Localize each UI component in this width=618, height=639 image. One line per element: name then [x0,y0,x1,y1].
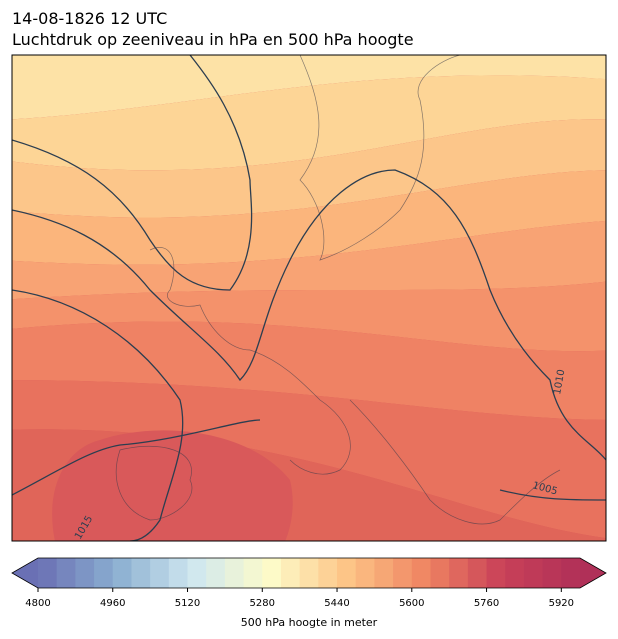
colorbar-tick-label: 5920 [549,598,574,609]
colorbar-frame [11,557,607,589]
colorbar-bin [299,558,319,588]
colorbar-bin [542,558,562,588]
map-frame [11,54,607,542]
colorbar-extend [12,558,38,588]
colorbar-bin [56,558,76,588]
date: 14-08-1826 12 UTC [12,9,167,28]
colorbar-bin [187,558,207,588]
colorbar-bin [523,558,544,588]
colorbar-tick-label: 5760 [474,598,499,609]
colorbar-bin [467,558,488,588]
colorbar-bin [168,558,189,588]
contour-label: 1010 [552,369,567,396]
colorbar-bin [449,558,469,588]
colorbar-extend [580,558,606,588]
colorbar-tick-label: 5440 [324,598,349,609]
colorbar-label: 500 hPa hoogte in meter [241,616,378,629]
colorbar-bin [411,558,431,588]
title: Luchtdruk op zeeniveau in hPa en 500 hPa… [12,30,414,49]
colorbar-bin [561,558,581,588]
colorbar-bin [430,558,450,588]
colorbar-bin [94,558,114,588]
colorbar-bin [374,558,394,588]
colorbar-tick-label: 5600 [399,598,424,609]
colorbar-bin [280,558,301,588]
colorbar-bin [243,558,263,588]
colorbar-bin [75,558,95,588]
colorbar-bin [38,558,58,588]
map: 1010 1005 1015 [12,55,606,541]
colorbar-bin [337,558,357,588]
colorbar-bin [355,558,375,588]
colorbar-bin [224,558,245,588]
colorbar-tick-label: 5120 [175,598,200,609]
colorbar-bin [131,558,151,588]
colorbar: 4800 4960 5120 5280 5440 5600 5760 5920 [11,557,607,609]
colorbar-bin [206,558,226,588]
colorbar-bin [486,558,506,588]
colorbar-bin [112,558,132,588]
colorbar-bin [505,558,525,588]
colorbar-tick-label: 4960 [100,598,125,609]
colorbar-tick-label: 5280 [250,598,275,609]
colorbar-bin [150,558,170,588]
colorbar-bin [262,558,282,588]
colorbar-bin [318,558,338,588]
colorbar-tick-label: 4800 [25,598,50,609]
colorbar-bin [393,558,413,588]
